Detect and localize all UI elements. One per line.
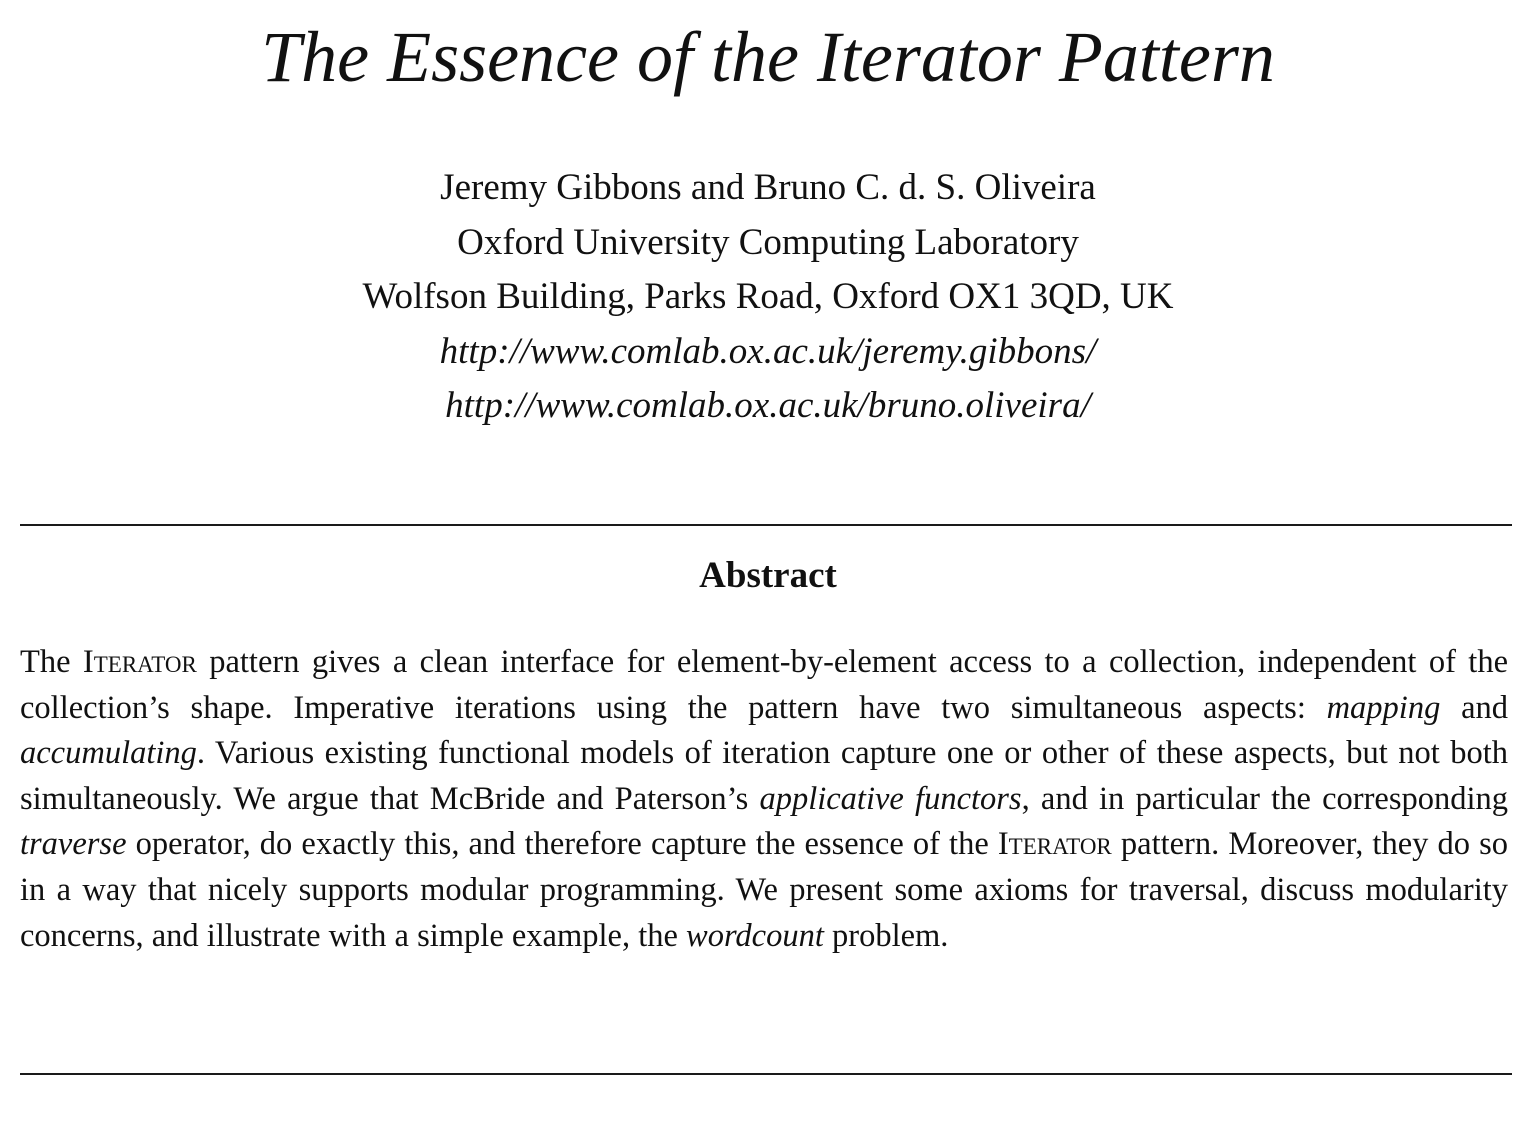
abstract-text: , and in particular the corresponding [1021, 780, 1509, 817]
abstract-text: problem. [823, 917, 949, 954]
pattern-name-iterator: Iterator [82, 644, 197, 680]
author-url-gibbons: http://www.comlab.ox.ac.uk/jeremy.gibbon… [439, 330, 1097, 372]
pattern-name-iterator: Iterator [997, 826, 1112, 863]
term-wordcount: wordcount [686, 917, 824, 954]
term-traverse: traverse [20, 826, 127, 863]
abstract-text: and [1440, 689, 1508, 726]
abstract-text: . Various existing functional models of … [20, 735, 1508, 817]
abstract-text: pattern. Moreover, they do so in a way t… [20, 826, 1508, 954]
author-names: Jeremy Gibbons and Bruno C. d. S. Olivei… [440, 167, 1096, 208]
author-block: Jeremy Gibbons and Bruno C. d. S. Olivei… [0, 161, 1536, 434]
abstract-text: operator, do exactly this, and therefore… [126, 826, 998, 863]
abstract-text: pattern gives a clean interface for elem… [20, 644, 1508, 726]
abstract-body: The Iterator pattern gives a clean inter… [20, 640, 1508, 959]
paper-title: The Essence of the Iterator Pattern [261, 17, 1275, 97]
author-address: Wolfson Building, Parks Road, Oxford OX1… [362, 276, 1174, 317]
term-mapping: mapping [1326, 689, 1441, 726]
term-applicative-functors: applicative functors [759, 780, 1022, 817]
author-url-oliveira: http://www.comlab.ox.ac.uk/bruno.oliveir… [445, 385, 1091, 426]
term-accumulating: accumulating [20, 735, 197, 772]
top-rule [20, 524, 1512, 526]
author-affiliation: Oxford University Computing Laboratory [457, 221, 1079, 263]
abstract-text: The [20, 644, 83, 680]
bottom-rule [20, 1073, 1512, 1075]
abstract-heading: Abstract [699, 555, 837, 596]
